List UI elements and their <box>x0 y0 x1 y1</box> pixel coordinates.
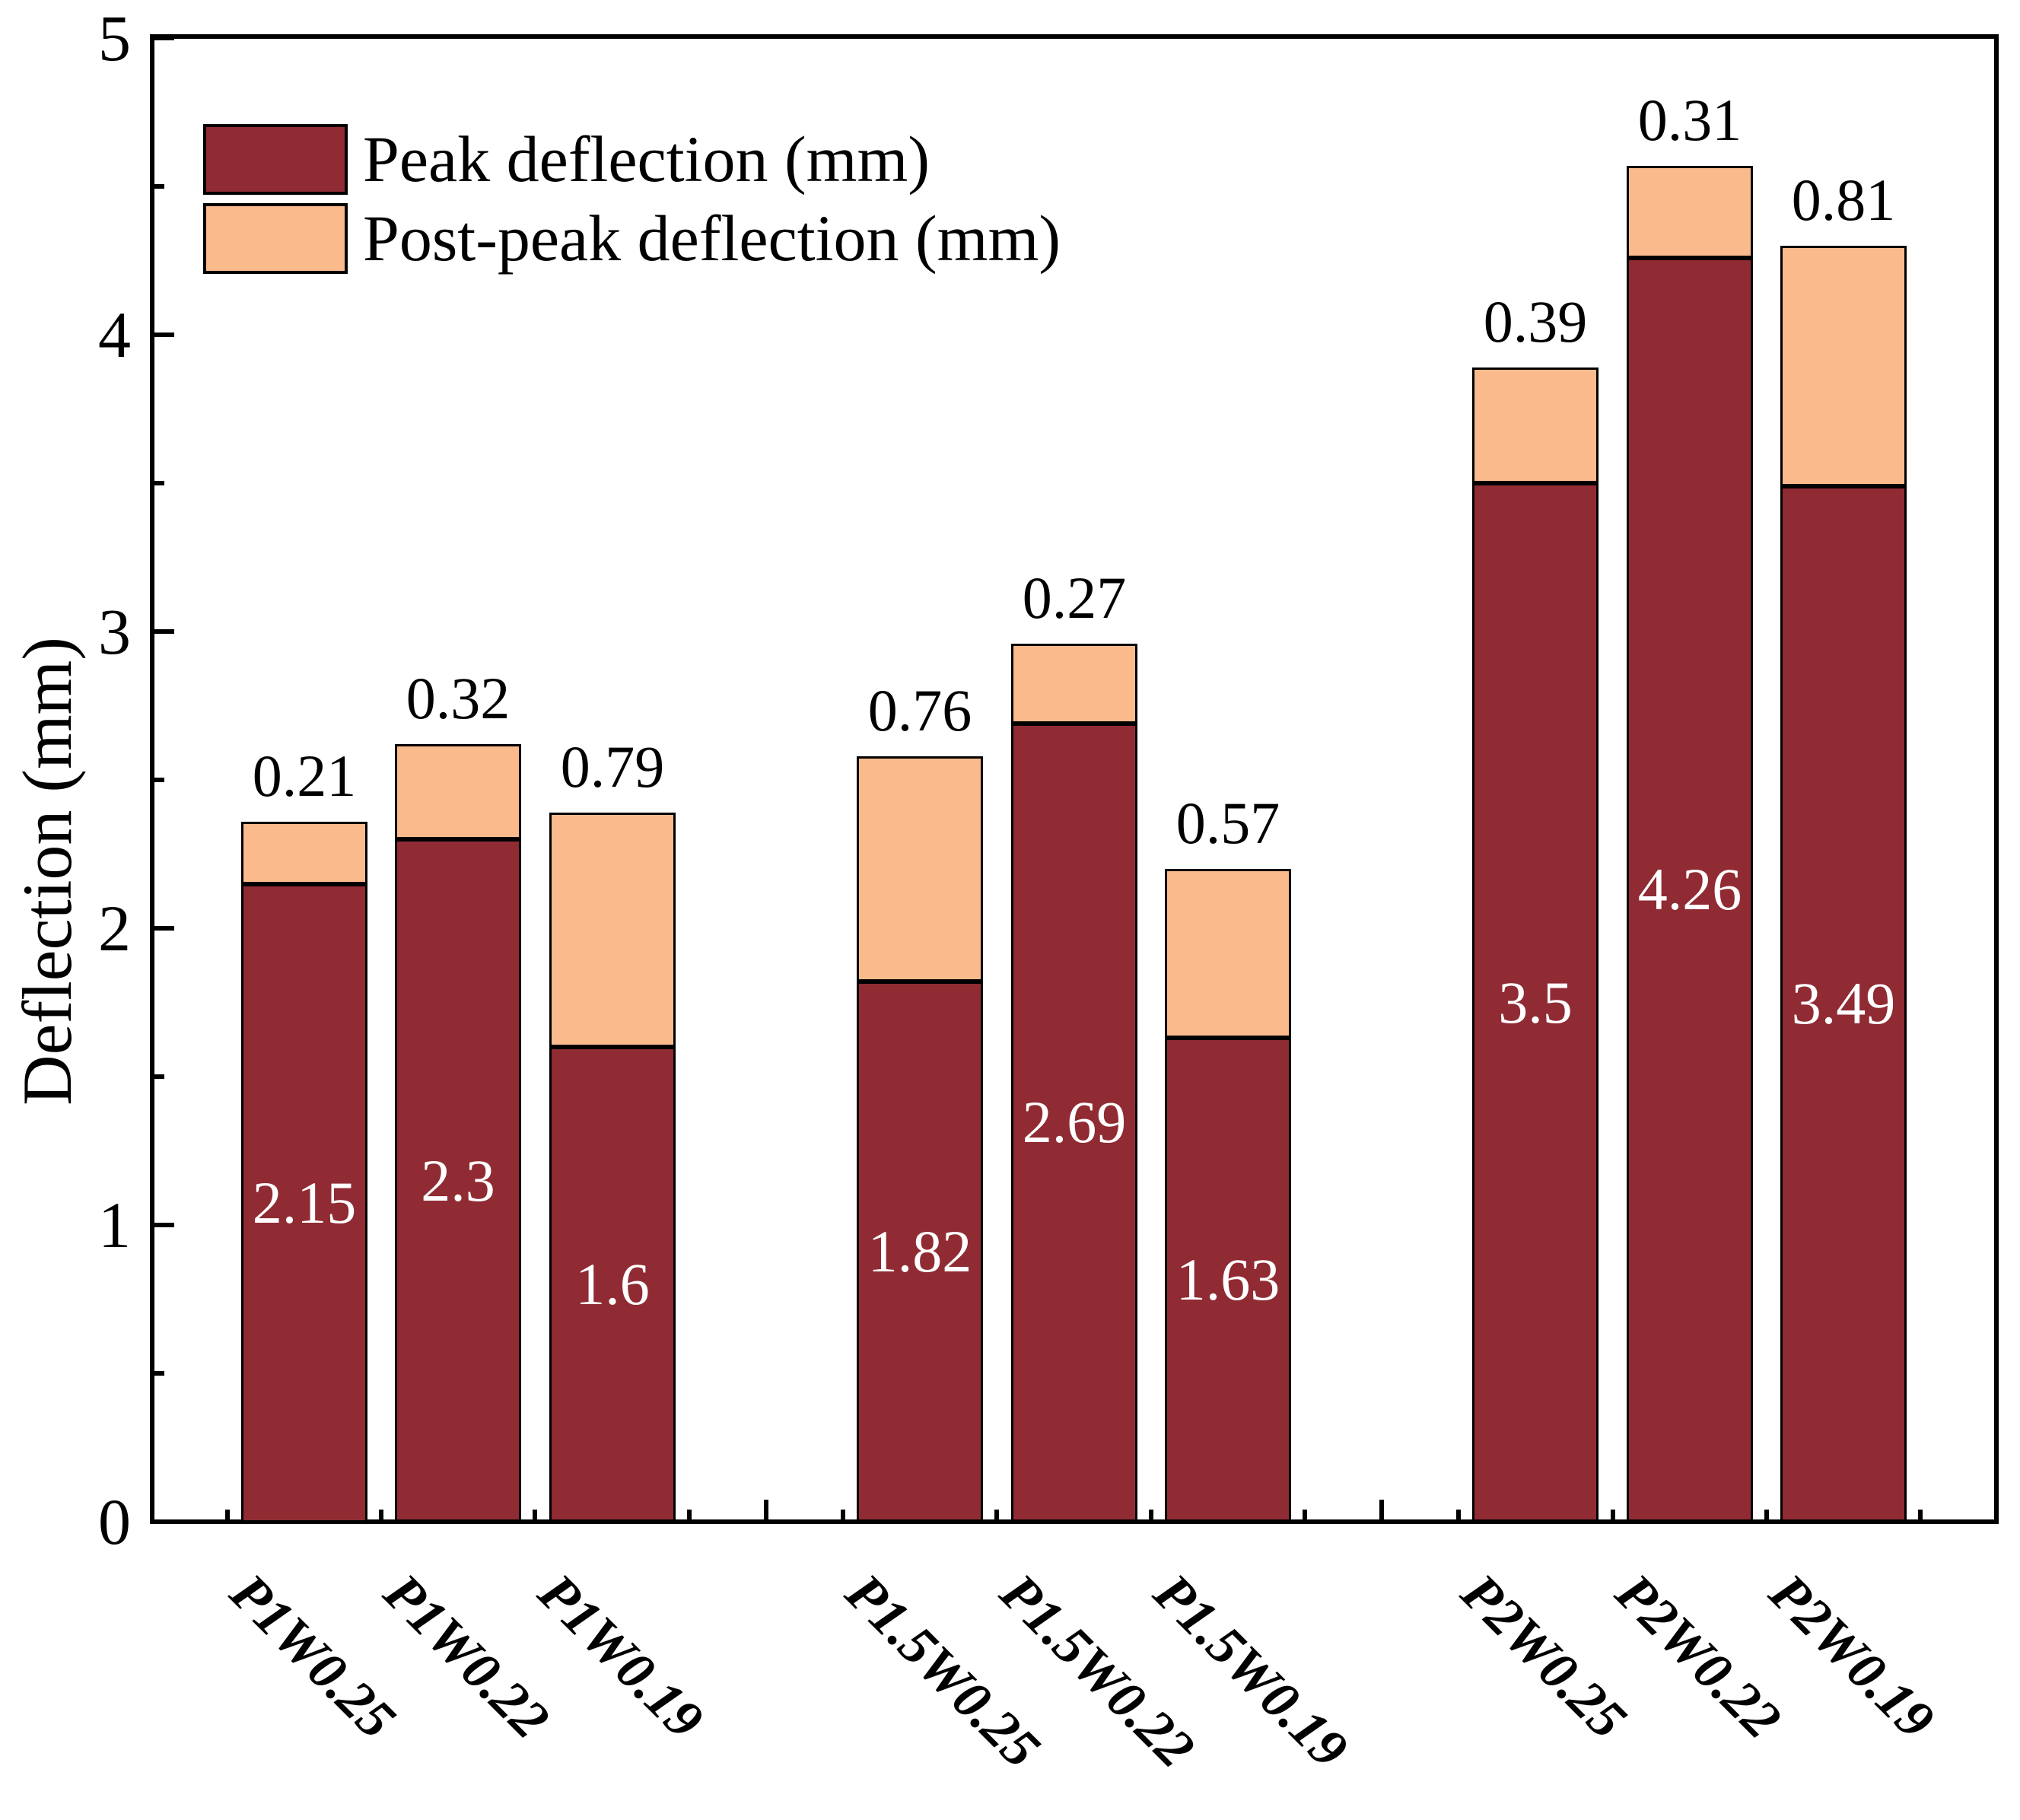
x-minor-tick <box>533 1510 538 1519</box>
y-tick-label: 4 <box>98 298 131 371</box>
x-minor-tick <box>1148 1510 1153 1519</box>
x-minor-tick <box>379 1510 384 1519</box>
bar-segment-postpeak-P1.5W0.25 <box>857 756 983 982</box>
peak-value-label: 3.49 <box>1791 970 1896 1036</box>
post-peak-value-label: 0.39 <box>1483 288 1588 355</box>
peak-value-label: 2.15 <box>252 1169 357 1236</box>
x-category-label-P2W0.22: P2W0.22 <box>1604 1561 1793 1751</box>
y-tick-label: 1 <box>98 1188 131 1262</box>
y-major-tick <box>154 332 174 337</box>
bar-segment-postpeak-P1.5W0.22 <box>1011 644 1137 724</box>
x-minor-tick <box>224 1510 230 1519</box>
y-tick-label: 3 <box>98 595 131 668</box>
bar-segment-peak-P1W0.19 <box>549 1047 676 1522</box>
bar-segment-peak-P1W0.22 <box>395 839 521 1522</box>
x-minor-tick <box>841 1510 846 1519</box>
y-minor-tick <box>154 481 164 485</box>
post-peak-value-label: 0.31 <box>1637 87 1742 153</box>
x-minor-tick <box>686 1510 692 1519</box>
post-peak-value-label: 0.21 <box>252 743 357 809</box>
x-minor-tick <box>1764 1510 1769 1519</box>
peak-value-label: 2.3 <box>421 1147 495 1214</box>
y-major-tick <box>154 36 174 40</box>
y-tick-label: 0 <box>98 1485 131 1558</box>
bar-segment-postpeak-P2W0.22 <box>1627 166 1753 258</box>
bar-segment-peak-P2W0.19 <box>1780 486 1907 1522</box>
x-minor-tick <box>1610 1510 1615 1519</box>
post-peak-value-label: 0.57 <box>1175 790 1280 856</box>
y-axis-title: Deflection (mm) <box>8 637 86 1106</box>
peak-value-label: 4.26 <box>1637 856 1742 922</box>
y-minor-tick <box>154 778 164 782</box>
x-category-label-P2W0.19: P2W0.19 <box>1758 1561 1947 1751</box>
x-major-tick <box>763 1500 768 1519</box>
x-category-label-P2W0.25: P2W0.25 <box>1449 1561 1639 1751</box>
post-peak-value-label: 0.32 <box>406 665 511 731</box>
x-category-label-P1W0.25: P1W0.25 <box>218 1561 408 1751</box>
y-major-tick <box>154 1223 174 1227</box>
peak-value-label: 1.63 <box>1175 1246 1280 1312</box>
bar-segment-postpeak-P2W0.25 <box>1472 368 1599 483</box>
plot-frame <box>150 34 1999 1524</box>
y-major-tick <box>154 926 174 931</box>
x-minor-tick <box>1456 1510 1462 1519</box>
bar-segment-postpeak-P1W0.19 <box>549 813 676 1047</box>
peak-value-label: 3.5 <box>1498 969 1573 1036</box>
bar-segment-peak-P1.5W0.19 <box>1165 1038 1291 1522</box>
y-minor-tick <box>154 1371 164 1376</box>
bar-segment-peak-P1.5W0.25 <box>857 982 983 1522</box>
post-peak-value-label: 0.27 <box>1022 565 1127 631</box>
bar-segment-peak-P1.5W0.22 <box>1011 724 1137 1522</box>
bar-segment-postpeak-P2W0.19 <box>1780 246 1907 486</box>
bar-segment-peak-P2W0.22 <box>1627 258 1753 1522</box>
y-tick-label: 5 <box>98 2 131 75</box>
peak-value-label: 1.82 <box>867 1218 972 1284</box>
x-minor-tick <box>1918 1510 1923 1519</box>
y-major-tick <box>154 629 174 634</box>
x-minor-tick <box>1302 1510 1307 1519</box>
y-tick-label: 2 <box>98 892 131 965</box>
x-major-tick <box>1379 1500 1385 1519</box>
x-category-label-P1W0.22: P1W0.22 <box>372 1561 561 1751</box>
x-category-label-P1W0.19: P1W0.19 <box>526 1561 716 1751</box>
bar-segment-postpeak-P1W0.25 <box>241 822 367 884</box>
bar-segment-postpeak-P1.5W0.19 <box>1165 869 1291 1038</box>
post-peak-value-label: 0.76 <box>867 677 972 743</box>
peak-value-label: 1.6 <box>575 1251 650 1317</box>
bar-segment-peak-P2W0.25 <box>1472 483 1599 1522</box>
y-major-tick <box>154 1519 174 1524</box>
post-peak-value-label: 0.79 <box>560 733 665 800</box>
bar-segment-postpeak-P1W0.22 <box>395 744 521 839</box>
y-minor-tick <box>154 184 164 189</box>
y-minor-tick <box>154 1074 164 1079</box>
peak-value-label: 2.69 <box>1022 1089 1127 1155</box>
bar-segment-peak-P1W0.25 <box>241 884 367 1522</box>
x-minor-tick <box>994 1510 1000 1519</box>
post-peak-value-label: 0.81 <box>1791 167 1896 233</box>
